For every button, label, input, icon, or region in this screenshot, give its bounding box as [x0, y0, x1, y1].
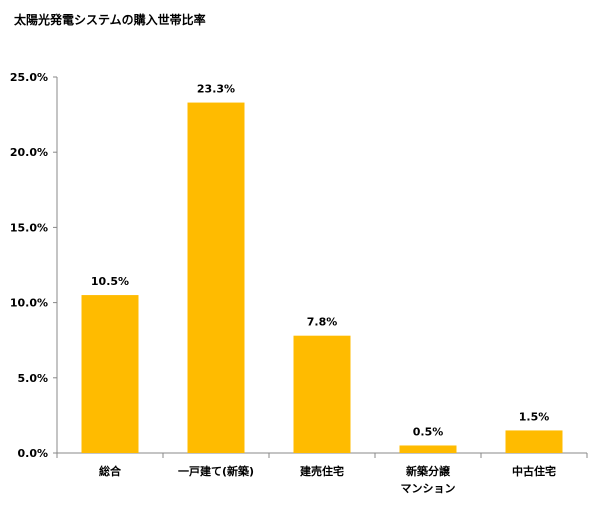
category-label: マンション [401, 482, 456, 495]
data-labels: 10.5% 23.3% 7.8% 0.5% 1.5% [91, 83, 549, 439]
category-label: 中古住宅 [512, 464, 556, 478]
y-tick-label: 25.0% [10, 71, 48, 84]
y-tick-label: 5.0% [17, 372, 48, 385]
bar [399, 445, 457, 453]
bar [293, 335, 351, 453]
y-axis-ticks: 0.0% 5.0% 10.0% 15.0% 20.0% 25.0% [10, 71, 57, 460]
chart-title: 太陽光発電システムの購入世帯比率 [14, 13, 206, 27]
category-label: 総合 [99, 464, 122, 478]
category-label: 建売住宅 [300, 464, 344, 478]
bar [505, 430, 563, 453]
bar [81, 295, 139, 453]
data-label: 23.3% [197, 83, 235, 96]
y-tick-label: 10.0% [10, 297, 48, 310]
y-tick-label: 0.0% [17, 447, 48, 460]
y-tick-label: 15.0% [10, 221, 48, 234]
data-label: 0.5% [413, 425, 444, 438]
bars [81, 102, 563, 454]
data-label: 1.5% [519, 410, 550, 423]
category-label: 一戸建て(新築) [178, 464, 254, 478]
bar [187, 102, 245, 454]
data-label: 7.8% [307, 316, 338, 329]
y-tick-label: 20.0% [10, 146, 48, 159]
category-label: 新築分譲 [406, 464, 451, 478]
data-label: 10.5% [91, 275, 129, 288]
